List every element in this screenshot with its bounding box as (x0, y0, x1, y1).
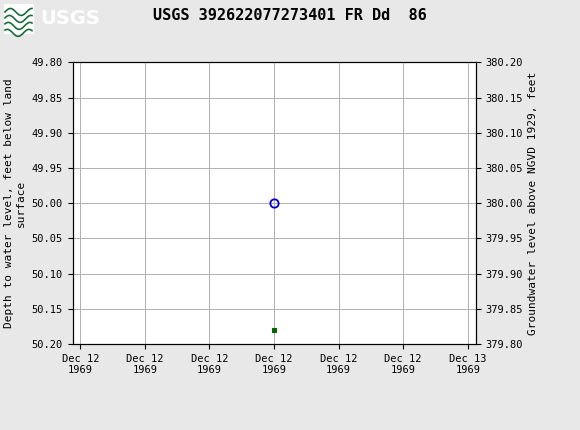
Text: USGS: USGS (40, 9, 100, 28)
Legend: Period of approved data: Period of approved data (182, 427, 366, 430)
Y-axis label: Depth to water level, feet below land
surface: Depth to water level, feet below land su… (5, 78, 26, 328)
Bar (4, 4, 34, 34)
Y-axis label: Groundwater level above NGVD 1929, feet: Groundwater level above NGVD 1929, feet (528, 71, 538, 335)
Text: USGS 392622077273401 FR Dd  86: USGS 392622077273401 FR Dd 86 (153, 9, 427, 23)
